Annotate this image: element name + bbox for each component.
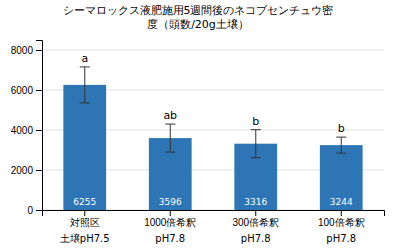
title-group: シーマロックス液肥施用5週間後のネコブセンチュウ密度（頭数/20g土壌） <box>63 4 334 31</box>
y-axis-line <box>36 41 43 211</box>
error-bar <box>251 130 261 158</box>
y-tick-mark <box>36 210 42 211</box>
sublabel: 土壌pH7.5 <box>60 233 110 244</box>
error-line <box>170 124 171 152</box>
error-cap <box>251 157 261 158</box>
y-tick-mark <box>36 130 42 131</box>
y-tick-mark <box>36 90 42 91</box>
data-label: 3316 <box>244 197 267 207</box>
y-tick-label: 8000 <box>11 45 34 56</box>
error-line <box>255 130 256 158</box>
x-tick: 100倍希釈 <box>318 210 365 228</box>
y-tick-label: 6000 <box>11 85 34 96</box>
x-tick-label: 300倍希釈 <box>232 217 279 228</box>
error-bar <box>336 137 346 153</box>
significance-label: ab <box>163 109 177 122</box>
error-cap <box>80 66 90 67</box>
error-cap <box>336 153 346 154</box>
y-tick: 6000 <box>11 85 42 96</box>
significance-label: b <box>338 122 345 135</box>
error-cap <box>165 124 175 125</box>
x-tick: 1000倍希釈 <box>144 210 196 228</box>
y-tick-label: 2000 <box>11 165 34 176</box>
bar <box>320 145 363 210</box>
x-tick-label: 対照区 <box>70 217 100 228</box>
chart: シーマロックス液肥施用5週間後のネコブセンチュウ密度（頭数/20g土壌） 0 200… <box>0 0 396 250</box>
error-line <box>341 137 342 153</box>
x-tick-mark <box>255 210 256 216</box>
y-tick: 4000 <box>11 125 42 136</box>
x-axis-line <box>43 211 385 217</box>
x-tick-label: 100倍希釈 <box>318 217 365 228</box>
plot: 02000400060008000対照区1000倍希釈300倍希釈100倍希釈土… <box>11 41 385 245</box>
sublabel: pH7.8 <box>326 233 356 244</box>
data-label: 6255 <box>73 197 96 207</box>
error-cap <box>251 129 261 130</box>
y-tick-mark <box>36 170 42 171</box>
data-label: 3244 <box>330 197 353 207</box>
title: シーマロックス液肥施用5週間後のネコブセンチュウ密 <box>63 4 334 17</box>
grid <box>42 50 384 210</box>
x-tick-mark <box>170 210 171 216</box>
x-tick-mark <box>84 210 85 216</box>
y-tick-label: 0 <box>27 205 33 216</box>
bar <box>63 85 106 210</box>
error-cap <box>165 152 175 153</box>
x-tick-label: 1000倍希釈 <box>144 217 196 228</box>
sublabel: pH7.8 <box>241 233 271 244</box>
data-label: 3596 <box>159 197 182 207</box>
title-line: 度（頭数/20g土壌） <box>147 18 249 31</box>
error-cap <box>80 102 90 103</box>
error-bar <box>165 124 175 152</box>
x-axis: 対照区 1000倍希釈 300倍希釈 100倍希釈 <box>43 210 385 228</box>
y-tick: 8000 <box>11 45 42 56</box>
y-tick-mark <box>36 50 42 51</box>
significance-label: b <box>252 115 259 128</box>
error-line <box>84 67 85 103</box>
x-tick: 300倍希釈 <box>232 210 279 228</box>
labels: 土壌pH7.5 pH7.8 pH7.8 pH7.8 6255 3596 3316 3244 a a… <box>60 52 356 244</box>
y-tick: 0 <box>27 205 42 216</box>
marks <box>63 67 362 210</box>
error-bar <box>80 67 90 103</box>
y-tick: 2000 <box>11 165 42 176</box>
x-tick-mark <box>341 210 342 216</box>
sublabel: pH7.8 <box>155 233 185 244</box>
x-tick: 対照区 <box>70 210 100 228</box>
grid-line <box>42 50 384 51</box>
y-tick-label: 4000 <box>11 125 34 136</box>
error-cap <box>336 137 346 138</box>
significance-label: a <box>81 52 88 65</box>
y-axis: 0 2000 4000 6000 8000 <box>11 41 43 216</box>
